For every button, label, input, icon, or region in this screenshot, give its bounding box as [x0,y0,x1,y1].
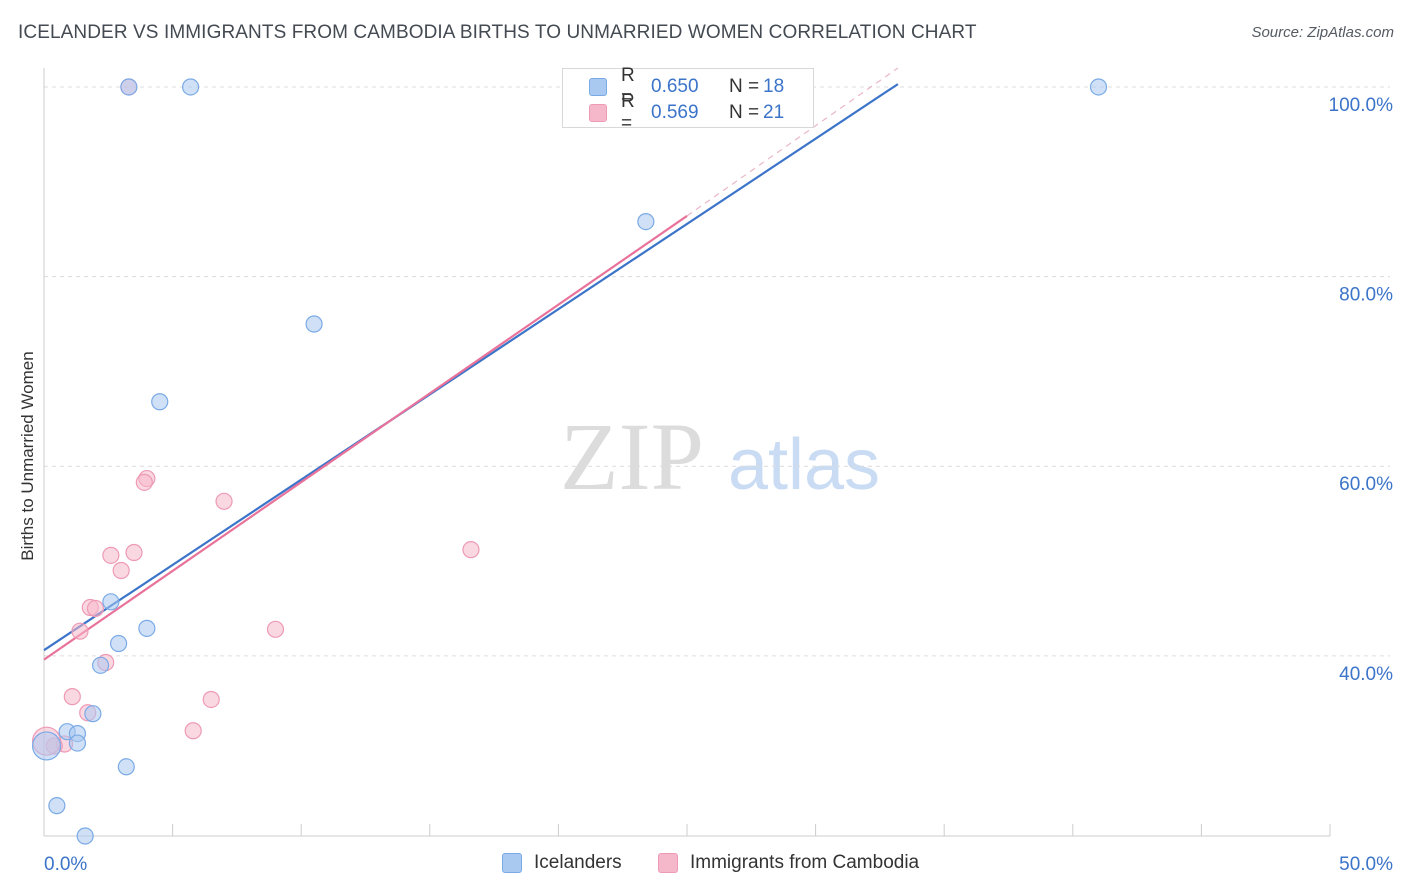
data-point-icelanders [305,315,323,333]
legend-n-label: N = [729,102,760,123]
data-point-icelanders [31,731,62,761]
data-point-cambodia [125,543,143,562]
data-point-icelanders [48,797,66,815]
legend-n-value: 18 [763,76,785,97]
legend-row-cambodia: R = 0.569 N = 21 [589,91,785,134]
y-tick-label: 60.0% [1339,474,1393,495]
data-point-icelanders [637,213,655,231]
data-point-cambodia [102,546,120,564]
data-point-icelanders [84,705,102,723]
data-point-icelanders [117,758,135,776]
data-point-cambodia [86,599,105,618]
x-tick-label: 0.0% [44,854,87,875]
trend-extension-cambodia [686,67,899,217]
data-point-icelanders [91,656,110,674]
data-point-icelanders [1089,78,1108,96]
data-point-cambodia [215,492,233,510]
legend-swatch-pink [589,104,607,122]
legend-series: Icelanders Immigrants from Cambodia [0,852,1406,878]
legend-row-icelanders: R = 0.650 N = 18 [589,65,785,108]
legend-r-value: 0.569 [651,102,699,123]
data-point-icelanders [102,593,120,611]
y-tick-label: 80.0% [1339,285,1393,306]
x-tick-label: 50.0% [1339,854,1393,875]
legend-n-label: N = [729,76,760,97]
data-point-cambodia [266,620,285,638]
data-point-cambodia [184,722,202,740]
data-point-icelanders [138,619,156,637]
y-tick-label: 40.0% [1339,664,1393,685]
source-label: Source: ZipAtlas.com [1251,24,1394,41]
legend-r-value: 0.650 [651,76,699,97]
legend-stats: R = 0.650 N = 18 R = 0.569 N = 21 [562,65,814,134]
y-tick-label: 100.0% [1329,95,1394,116]
data-point-icelanders [151,393,169,411]
watermark-atlas: atlas [728,425,880,505]
legend-item-cambodia[interactable]: Immigrants from Cambodia [658,852,919,874]
data-point-cambodia [462,541,480,559]
data-point-cambodia [71,622,89,640]
legend-swatch-pink [658,853,678,873]
legend-n-value: 21 [763,102,785,123]
data-point-icelanders [120,78,138,96]
data-point-cambodia [202,690,220,709]
data-point-cambodia [63,688,81,706]
trend-line-cambodia [43,215,688,661]
data-point-cambodia [112,561,130,580]
legend-r-label: R = [621,65,635,108]
trend-line-icelanders [43,83,899,652]
data-point-icelanders [182,78,200,96]
legend-label-icelanders: Icelanders [534,852,622,873]
legend-swatch-blue [589,78,607,96]
data-point-icelanders [68,734,87,752]
legend-label-cambodia: Immigrants from Cambodia [690,852,920,873]
chart-title: ICELANDER VS IMMIGRANTS FROM CAMBODIA BI… [18,22,977,43]
watermark-zip: ZIP [560,403,704,510]
legend-swatch-blue [502,853,522,873]
data-point-cambodia [135,473,153,491]
data-point-icelanders [76,827,94,845]
legend-item-icelanders[interactable]: Icelanders [502,852,622,874]
legend-r-label: R = [621,91,635,134]
data-point-icelanders [109,634,128,653]
